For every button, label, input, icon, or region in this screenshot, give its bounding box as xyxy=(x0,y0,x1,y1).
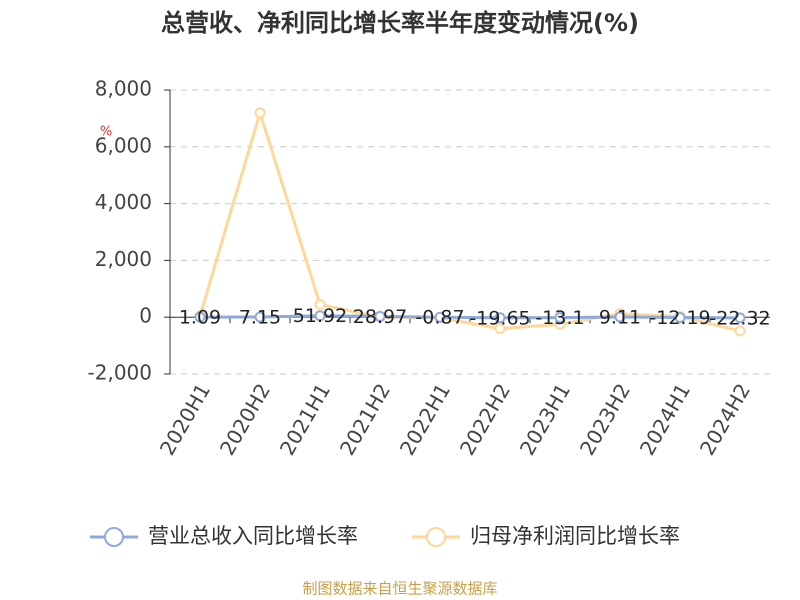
data-point xyxy=(314,310,326,322)
y-tick-label: 2,000 xyxy=(95,247,152,271)
data-point xyxy=(434,311,446,323)
y-tick-label: 0 xyxy=(139,304,152,328)
data-label: -22.32 xyxy=(709,307,770,329)
data-point xyxy=(614,311,626,323)
data-point xyxy=(254,311,266,323)
y-unit: % xyxy=(100,125,112,140)
data-point xyxy=(554,312,566,324)
series-line xyxy=(199,314,741,320)
data-point xyxy=(194,311,206,323)
data-point xyxy=(254,107,266,119)
data-label: 28.97 xyxy=(353,306,407,328)
data-label: -13.1 xyxy=(535,307,584,329)
x-tick-label: 2022H1 xyxy=(395,379,455,459)
source-note: 制图数据来自恒生聚源数据库 xyxy=(302,580,497,598)
chart-title: 总营收、净利同比增长率半年度变动情况(%) xyxy=(161,9,639,37)
data-point xyxy=(734,312,746,324)
y-tick-label: -2,000 xyxy=(88,361,152,385)
x-tick-label: 2023H2 xyxy=(575,379,635,459)
legend-marker xyxy=(104,527,124,547)
x-tick-label: 2020H2 xyxy=(215,379,275,459)
data-point xyxy=(494,312,506,324)
data-label: 51.92 xyxy=(293,305,347,327)
x-tick-label: 2023H1 xyxy=(515,379,575,459)
data-label: 7.15 xyxy=(239,306,281,328)
legend-label: 营业总收入同比增长率 xyxy=(148,524,358,548)
data-label: -19.65 xyxy=(469,307,530,329)
x-tick-label: 2020H1 xyxy=(155,379,215,459)
data-label: 1.09 xyxy=(179,307,221,329)
y-tick-label: 8,000 xyxy=(95,77,152,101)
x-tick-label: 2022H2 xyxy=(455,379,515,459)
legend-label: 归母净利润同比增长率 xyxy=(470,524,680,548)
y-tick-label: 4,000 xyxy=(95,190,152,214)
data-point xyxy=(674,312,686,324)
data-label: -0.87 xyxy=(415,307,464,329)
data-point xyxy=(314,298,326,310)
x-tick-label: 2024H1 xyxy=(635,379,695,459)
data-point xyxy=(734,325,746,337)
x-tick-label: 2021H1 xyxy=(275,379,335,459)
data-point xyxy=(494,323,506,335)
y-tick-label: 6,000 xyxy=(95,133,152,157)
x-tick-label: 2021H2 xyxy=(335,379,395,459)
x-tick-label: 2024H2 xyxy=(695,379,755,459)
series-line xyxy=(198,107,741,333)
data-point xyxy=(374,310,386,322)
legend-marker xyxy=(426,527,446,547)
data-label: -12.19 xyxy=(649,307,710,329)
data-label: 9.11 xyxy=(599,306,641,328)
